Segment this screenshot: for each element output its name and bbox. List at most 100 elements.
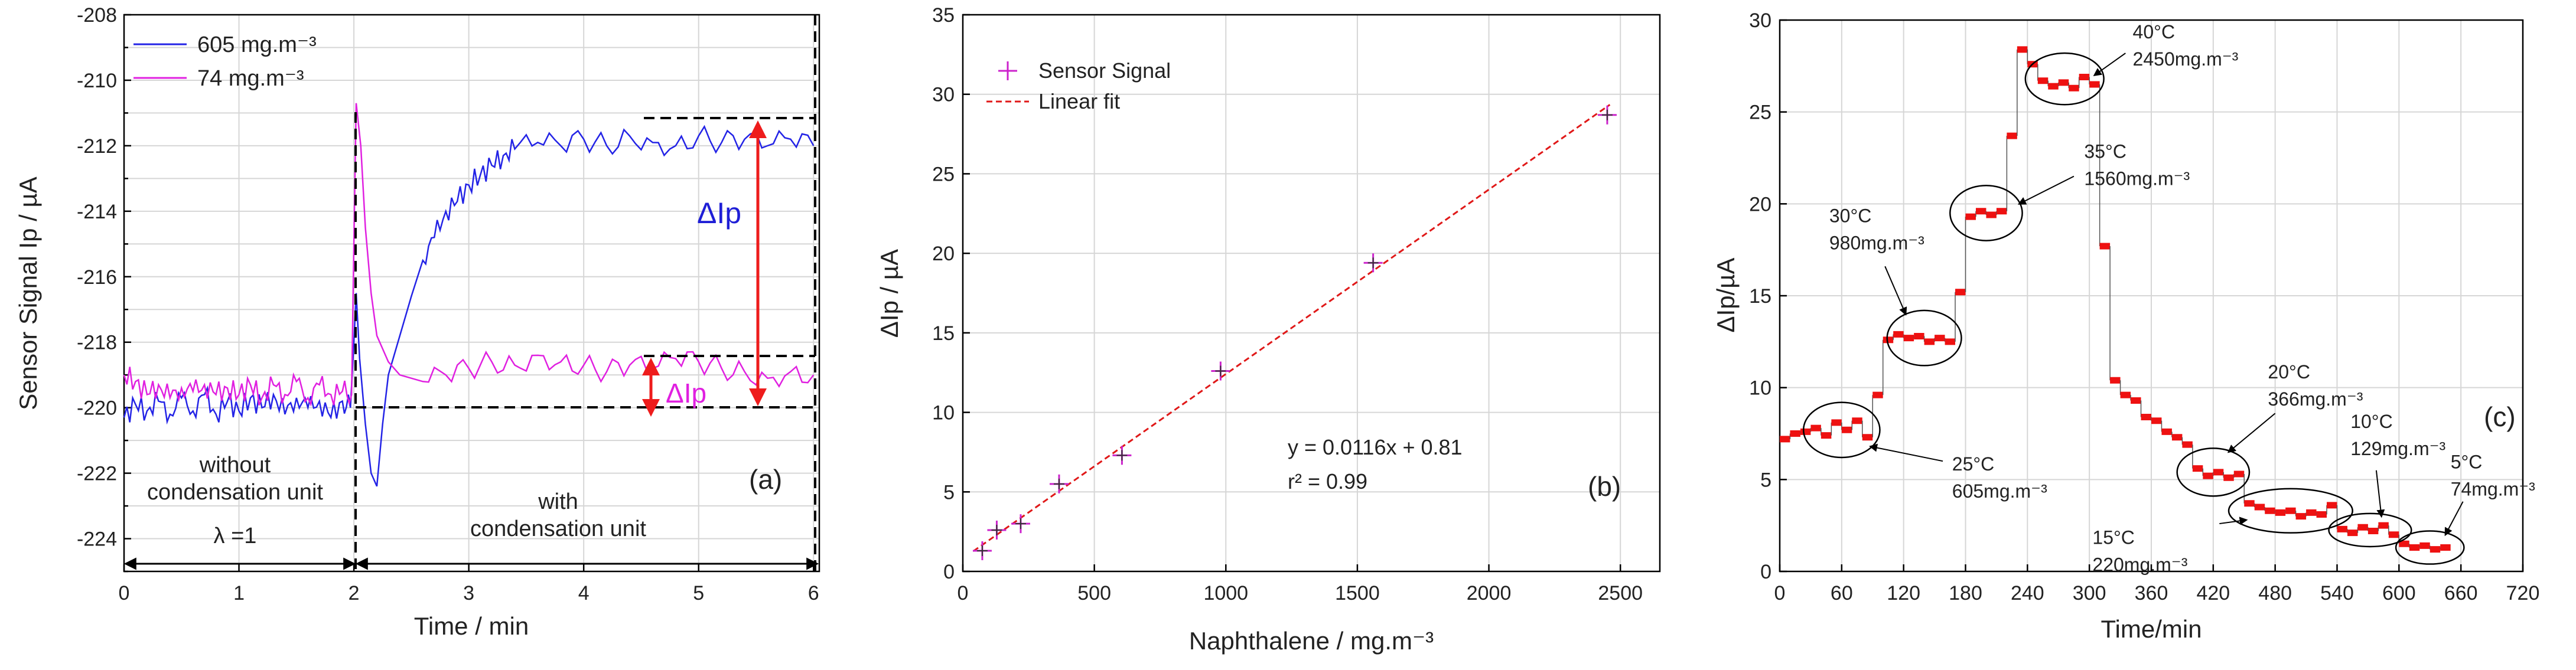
panel-a-annotations: ΔIp ΔIp without condensation unit λ =1 w… <box>123 15 819 571</box>
b-xtick-label: 1500 <box>1335 582 1380 604</box>
b-ytick-label: 25 <box>932 163 955 185</box>
c-callout: 10°C 129mg.m⁻³ <box>2328 411 2445 548</box>
c-callout-conc: 366mg.m⁻³ <box>2268 388 2363 410</box>
b-data-point <box>1211 361 1230 381</box>
b-ytick-label: 20 <box>932 243 955 265</box>
c-xtick-label: 240 <box>2011 582 2044 604</box>
a-ytick-label: -220 <box>77 397 117 420</box>
a-series-74-line <box>123 103 815 407</box>
c-callout-leader <box>2017 175 2075 205</box>
a-ytick-label: -208 <box>77 4 117 27</box>
panel-a: 0 1 2 3 4 5 6 -224 -222 -220 -218 -216 -214 -212 -210 -… <box>14 4 820 640</box>
b-legend-label-signal: Sensor Signal <box>1038 58 1171 83</box>
a-legend-label-74: 74 mg.m⁻³ <box>197 66 304 91</box>
c-callout-temp: 20°C <box>2268 361 2310 383</box>
c-callout-temp: 35°C <box>2084 141 2126 162</box>
c-xtick-label: 360 <box>2135 582 2168 604</box>
panel-c-callouts: 25°C 605mg.m⁻³ 30°C 980mg.m⁻³ 35°C 1560mg.m⁻³… <box>1802 21 2535 575</box>
panel-a-legend: 605 mg.m⁻³ 74 mg.m⁻³ <box>133 32 317 91</box>
b-data-point <box>1112 446 1132 465</box>
b-fit-equation: y = 0.0116x + 0.81 <box>1288 435 1463 459</box>
a-delta-small-label: ΔIp <box>666 378 706 408</box>
b-ytick-label: 0 <box>943 561 955 583</box>
c-callout-conc: 2450mg.m⁻³ <box>2133 48 2239 70</box>
c-callout-leader <box>2227 413 2276 453</box>
c-callout-conc: 980mg.m⁻³ <box>1829 232 1924 253</box>
panel-c-ticks: 0 60 120 180 240 300 360 420 480 540 600 660 720 0 5 10… <box>1749 9 2539 604</box>
panel-a-frame <box>123 14 820 573</box>
c-callout: 25°C 605mg.m⁻³ <box>1802 401 2047 502</box>
a-xtick-label: 0 <box>119 582 130 604</box>
a-xtick-label: 6 <box>808 582 819 604</box>
b-xtick-label: 500 <box>1077 582 1111 604</box>
b-xtick-label: 1000 <box>1203 582 1248 604</box>
c-callout-leader <box>1869 443 1943 462</box>
c-xtick-label: 120 <box>1887 582 1920 604</box>
a-delta-large-label: ΔIp <box>697 197 741 230</box>
b-data-point <box>1363 253 1383 273</box>
panel-b: 0 500 1000 1500 2000 2500 0 5 10 15 20 25 30 35 Senso… <box>875 4 1661 655</box>
b-data-point <box>1011 514 1030 534</box>
c-callout-conc: 129mg.m⁻³ <box>2350 438 2445 459</box>
a-ytick-label: -218 <box>77 332 117 354</box>
b-fit-line <box>972 104 1611 552</box>
panel-c: 0 60 120 180 240 300 360 420 480 540 600 660 720 0 5 10… <box>1712 9 2539 643</box>
a-region-left-line2: condensation unit <box>147 480 323 505</box>
a-region-right-line1: with <box>538 489 578 514</box>
c-xtick-label: 660 <box>2444 582 2478 604</box>
panel-a-ticks: 0 1 2 3 4 5 6 -224 -222 -220 -218 -216 -214 -212 -210 -… <box>77 4 819 604</box>
panel-b-frame <box>962 14 1661 573</box>
a-xtick-label: 5 <box>693 582 704 604</box>
c-callout-ellipse <box>2227 488 2353 534</box>
b-panel-label: (b) <box>1588 471 1621 502</box>
panel-c-steps <box>1780 46 2451 553</box>
panel-b-ticks: 0 500 1000 1500 2000 2500 0 5 10 15 20 25 30 35 <box>932 4 1643 604</box>
c-callout-ellipse <box>2328 512 2412 548</box>
a-region-right-line2: condensation unit <box>470 517 646 541</box>
c-callout-temp: 10°C <box>2350 411 2393 432</box>
b-fit-r2: r² = 0.99 <box>1288 469 1367 493</box>
c-ytick-label: 30 <box>1749 9 1771 32</box>
a-ytick-label: -216 <box>77 266 117 289</box>
a-xtick-label: 2 <box>349 582 360 604</box>
panel-c-grid <box>1779 19 2523 572</box>
c-xtick-label: 420 <box>2196 582 2230 604</box>
panel-a-series <box>123 103 815 487</box>
b-legend-marker <box>998 61 1017 80</box>
c-callout: 35°C 1560mg.m⁻³ <box>1949 141 2190 241</box>
c-xtick-label: 480 <box>2258 582 2292 604</box>
a-xtick-label: 3 <box>463 582 474 604</box>
c-xtick-label: 600 <box>2382 582 2416 604</box>
b-xtick-label: 2000 <box>1467 582 1512 604</box>
c-callout-conc: 220mg.m⁻³ <box>2092 554 2187 575</box>
a-legend-label-605: 605 mg.m⁻³ <box>197 32 317 57</box>
c-ytick-label: 15 <box>1749 285 1771 308</box>
c-callout: 40°C 2450mg.m⁻³ <box>2024 21 2239 106</box>
b-xlabel: Naphthalene / mg.m⁻³ <box>1189 627 1434 655</box>
a-region-left-line1: without <box>199 453 271 478</box>
c-xtick-label: 720 <box>2506 582 2540 604</box>
c-xtick-label: 0 <box>1774 582 1786 604</box>
b-ytick-label: 30 <box>932 84 955 106</box>
a-region-left-line3: λ =1 <box>214 524 257 548</box>
c-callout-leader <box>2444 501 2464 537</box>
c-xlabel: Time/min <box>2100 615 2202 643</box>
a-ytick-label: -210 <box>77 70 117 92</box>
b-data-point <box>987 520 1007 540</box>
panel-b-fit <box>972 104 1611 552</box>
c-ytick-label: 20 <box>1749 193 1771 215</box>
c-ytick-label: 25 <box>1749 102 1771 124</box>
b-data-point <box>1597 105 1617 125</box>
c-callout-conc: 1560mg.m⁻³ <box>2084 168 2190 189</box>
b-legend-label-fit: Linear fit <box>1038 89 1120 113</box>
c-callout-ellipse <box>1802 401 1881 459</box>
c-callout-ellipse <box>2176 447 2251 497</box>
c-ytick-label: 5 <box>1760 469 1771 491</box>
c-callout-temp: 15°C <box>2092 527 2135 548</box>
c-xtick-label: 60 <box>1831 582 1853 604</box>
b-ytick-label: 35 <box>932 4 955 27</box>
c-ytick-label: 0 <box>1760 561 1771 583</box>
c-callout-conc: 605mg.m⁻³ <box>1952 481 2047 502</box>
c-xtick-label: 180 <box>1949 582 1982 604</box>
